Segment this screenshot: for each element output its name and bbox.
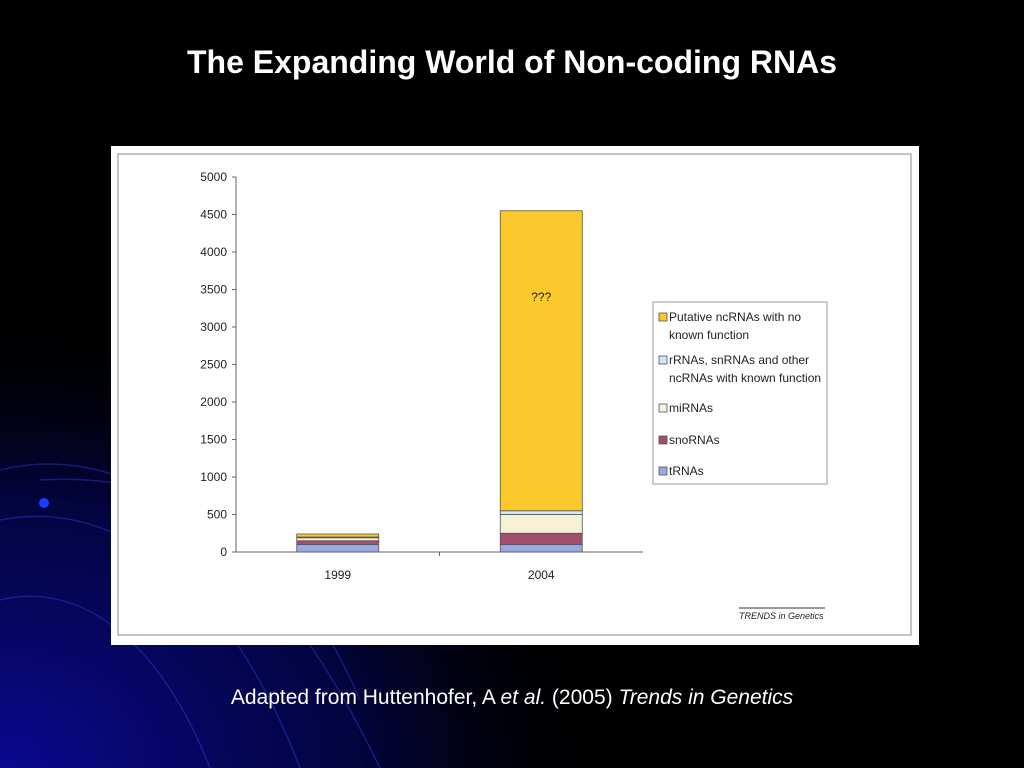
bar-annotation: ??? xyxy=(531,290,551,304)
legend-label: miRNAs xyxy=(669,401,713,415)
legend-label: tRNAs xyxy=(669,464,704,478)
y-tick-label: 1000 xyxy=(200,470,227,484)
y-tick-label: 0 xyxy=(220,545,227,559)
caption-journal: Trends in Genetics xyxy=(618,686,794,709)
x-tick-label: 1999 xyxy=(324,568,351,582)
legend-swatch xyxy=(658,312,668,322)
legend-swatch xyxy=(658,466,668,476)
y-tick-label: 3000 xyxy=(200,320,227,334)
legend-label: known function xyxy=(669,328,749,342)
figure-caption: Adapted from Huttenhofer, A et al. (2005… xyxy=(0,686,1024,710)
legend-label: rRNAs, snRNAs and other xyxy=(669,353,809,367)
bar-segment-tRNAs-1999 xyxy=(296,544,380,553)
x-axis-labels: 1999 2004 xyxy=(324,568,555,582)
caption-year: (2005) xyxy=(546,686,619,709)
y-tick-label: 2500 xyxy=(200,358,227,372)
bar-segment-miRNAs-2004 xyxy=(499,514,583,534)
x-tick-label: 2004 xyxy=(528,568,555,582)
legend-swatch xyxy=(658,355,668,365)
legend-swatch xyxy=(658,403,668,413)
legend-swatch xyxy=(658,435,668,445)
bar-segment-snoRNAs-2004 xyxy=(499,532,583,545)
bar-segment-putative-1999 xyxy=(296,533,380,538)
bar-segment-tRNAs-2004 xyxy=(499,544,583,553)
caption-etal: et al. xyxy=(500,686,547,709)
bars xyxy=(296,210,583,553)
bar-segment-miRNAs-1999 xyxy=(296,537,380,542)
y-tick-label: 4500 xyxy=(200,208,227,222)
chart-card: 0 500 1000 1500 2000 2500 3000 3500 4000 4500 5000… xyxy=(111,146,919,645)
legend-label: ncRNAs with known function xyxy=(669,371,821,385)
source-label: TRENDS in Genetics xyxy=(739,611,824,621)
y-tick-label: 4000 xyxy=(200,245,227,259)
glow-dot xyxy=(39,498,49,508)
bar-segment-snoRNAs-1999 xyxy=(296,540,380,545)
caption-prefix: Adapted from Huttenhofer, A xyxy=(230,686,501,709)
y-tick-label: 500 xyxy=(207,508,227,522)
bar-segment-known-2004 xyxy=(499,510,583,515)
legend-box xyxy=(652,301,828,485)
y-tick-label: 1500 xyxy=(200,433,227,447)
slide-title: The Expanding World of Non-coding RNAs xyxy=(186,44,838,80)
y-tick-label: 5000 xyxy=(200,170,227,184)
stacked-bar-chart: 0 500 1000 1500 2000 2500 3000 3500 4000 4500 5000… xyxy=(117,153,912,636)
y-tick-label: 3500 xyxy=(200,283,227,297)
y-tick-label: 2000 xyxy=(200,395,227,409)
legend-label: Putative ncRNAs with no xyxy=(669,310,801,324)
bar-segment-putative-2004 xyxy=(499,210,583,512)
y-axis: 0 500 1000 1500 2000 2500 3000 3500 4000 4500 5000 xyxy=(200,170,643,559)
legend: Putative ncRNAs with no known function rRN… xyxy=(652,301,828,485)
legend-label: snoRNAs xyxy=(669,433,720,447)
